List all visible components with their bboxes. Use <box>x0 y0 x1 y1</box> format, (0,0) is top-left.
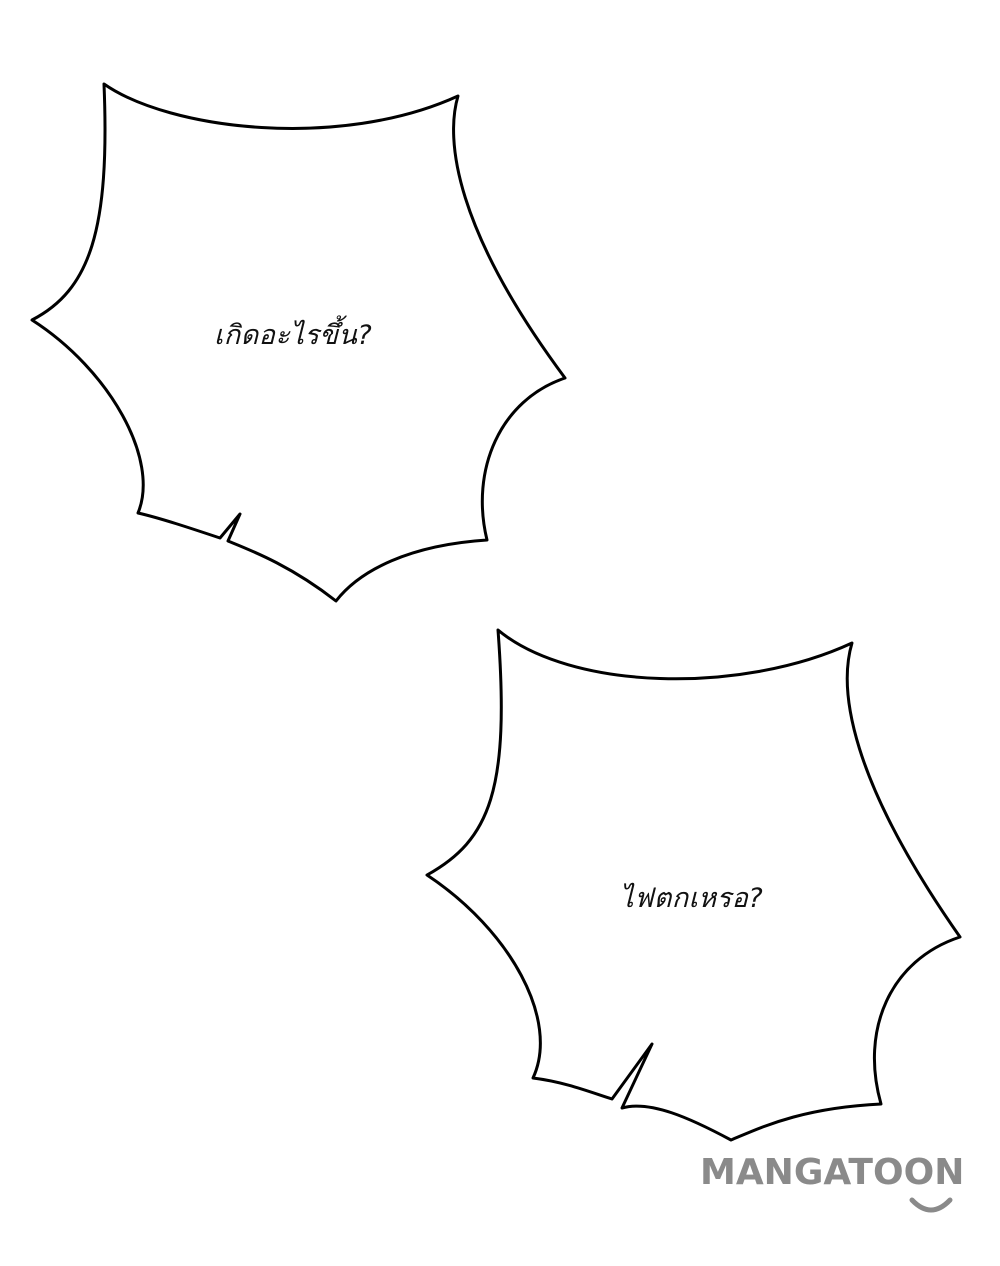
bubble-2-text: ไฟตกเหรอ? <box>620 883 764 914</box>
speech-bubble-2 <box>425 628 962 1142</box>
watermark-text: MANGATOON <box>700 1152 965 1193</box>
mangatoon-watermark: MANGATOON <box>700 1152 1000 1222</box>
bubble-1-text: เกิดอะไรขึ้น? <box>214 320 373 351</box>
speech-bubble-1 <box>30 82 567 603</box>
smile-logo-icon <box>909 1197 953 1213</box>
